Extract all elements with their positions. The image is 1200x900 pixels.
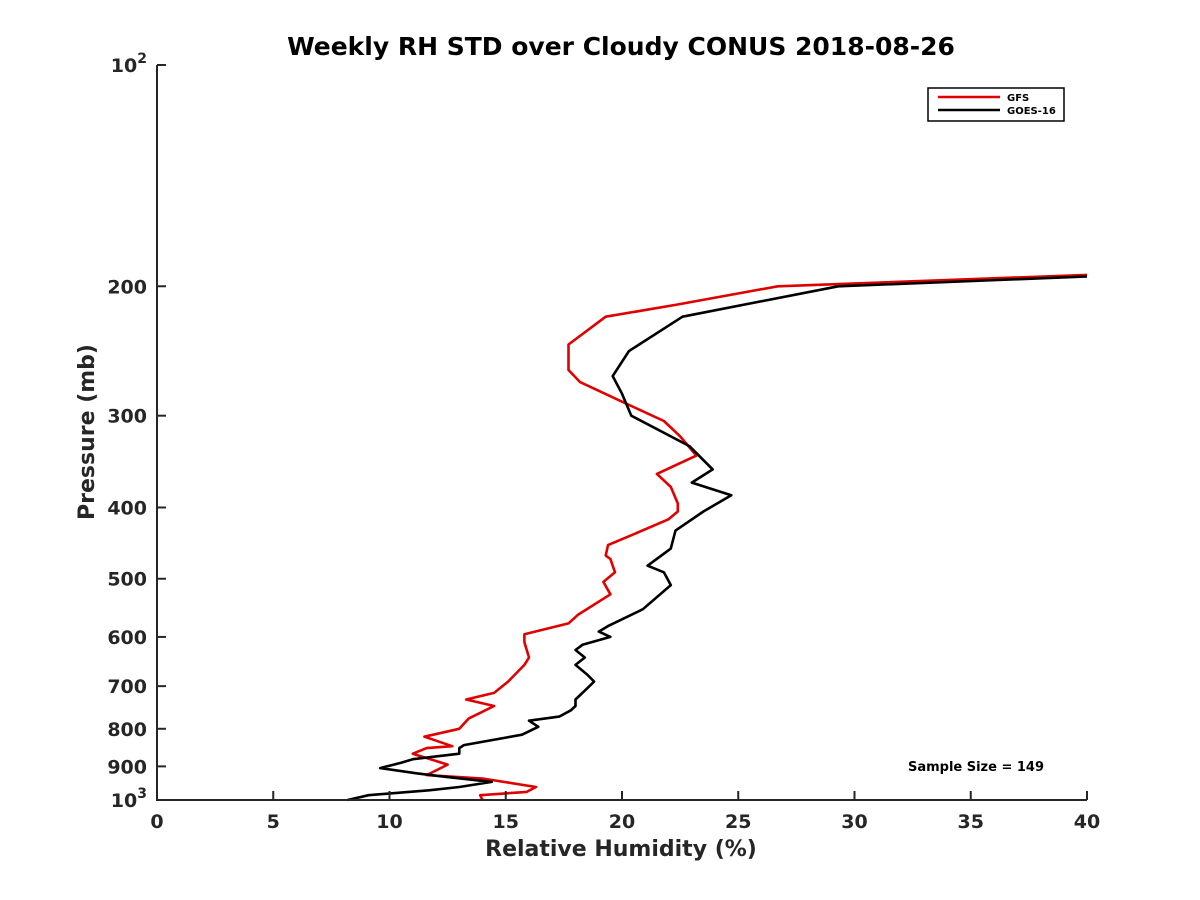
y-tick-label: 200 [107,276,147,298]
y-tick-label: 800 [107,719,147,741]
y-tick-label: 300 [107,406,147,428]
x-tick-label: 15 [493,811,519,833]
y-axis-label: Pressure (mb) [75,344,100,520]
y-ticks: 102 200 300 400 500 600 700 800 900 103 [107,51,166,812]
y-tick-label: 600 [107,627,147,649]
x-tick-label: 30 [841,811,867,833]
x-tick-label: 25 [725,811,751,833]
y-tick-label: 102 [111,51,147,77]
y-tick-label: 500 [107,569,147,591]
series-line-gfs [411,273,1088,801]
sample-size-annotation: Sample Size = 149 [908,760,1044,775]
x-axis-label: Relative Humidity (%) [485,837,757,862]
x-ticks: 0 5 10 15 20 25 30 35 40 [150,791,1100,833]
legend-label-goes16: GOES-16 [1007,106,1056,117]
x-tick-label: 10 [376,811,402,833]
x-tick-label: 5 [267,811,280,833]
legend-box [927,87,1065,122]
legend-label-gfs: GFS [1007,93,1029,104]
x-tick-label: 0 [150,811,163,833]
x-tick-label: 35 [958,811,984,833]
axes-layer [156,65,1087,801]
y-tick-label: 700 [107,676,147,698]
x-tick-label: 40 [1074,811,1100,833]
legend: GFS GOES-16 [927,87,1065,122]
y-tick-label: 400 [107,498,147,520]
series-layer [347,273,1088,802]
y-tick-label: 103 [111,786,147,812]
x-tick-label: 20 [609,811,635,833]
y-tick-label: 900 [107,756,147,778]
series-line-goes16 [347,275,1088,802]
chart-title: Weekly RH STD over Cloudy CONUS 2018-08-… [287,32,955,61]
